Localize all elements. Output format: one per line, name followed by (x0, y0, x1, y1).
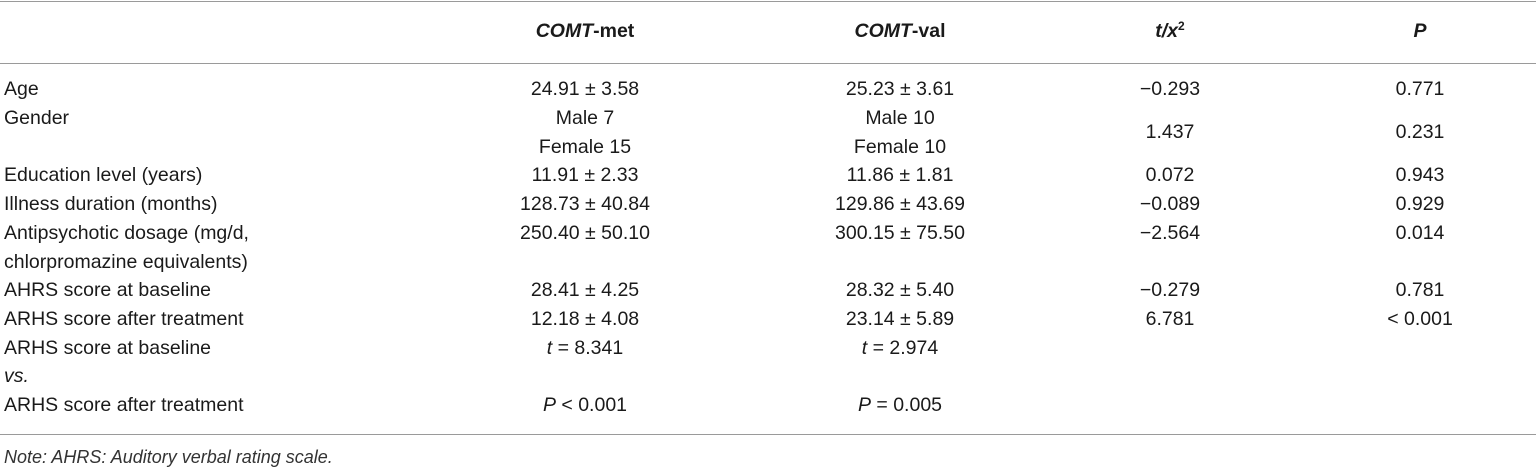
header-p-value: P (1330, 17, 1510, 46)
cell-t-age: −0.293 (1139, 78, 1201, 100)
header-suffix: -val (911, 20, 946, 42)
p-value: < 0.001 (555, 394, 628, 416)
cell-met-arhs-after-treatment: 12.18 ± 4.08 (530, 308, 640, 330)
p-value: = 0.005 (870, 394, 943, 416)
cell-met-illness-duration: 128.73 ± 40.84 (520, 193, 650, 215)
t-value: = 2.974 (867, 337, 939, 359)
cell-t-gender: 1.437 (1145, 121, 1195, 143)
cell-val-gender-male: Male 10 (865, 107, 935, 129)
cell-val-arhs-after-treatment: 23.14 ± 5.89 (845, 308, 955, 330)
row-label-comparison-line3: ARHS score after treatment (4, 394, 244, 416)
top-rule (0, 1, 1536, 2)
row-label-antipsychotic-dosage-line1: Antipsychotic dosage (mg/d, (4, 222, 249, 244)
cell-p-gender: 0.231 (1395, 121, 1445, 143)
cell-met-antipsychotic-dosage: 250.40 ± 50.10 (520, 222, 650, 244)
header-test-statistic: t/x2 (1080, 17, 1260, 46)
header-t-x: t/x (1155, 20, 1179, 42)
row-label-ahrs-baseline: AHRS score at baseline (4, 279, 212, 301)
row-label-comparison-line1: ARHS score at baseline (4, 337, 212, 359)
cell-val-comparison-t: t = 2.974 (750, 334, 1050, 363)
header-p: P (1413, 20, 1427, 42)
cell-met-ahrs-baseline: 28.41 ± 4.25 (530, 279, 640, 301)
cell-val-gender-female: Female 10 (853, 136, 947, 158)
header-gene: COMT (535, 20, 594, 42)
table-note: Note: AHRS: Auditory verbal rating scale… (4, 447, 333, 467)
cell-met-age: 24.91 ± 3.58 (530, 78, 640, 100)
row-label-gender: Gender (4, 107, 70, 129)
row-label-arhs-after-treatment: ARHS score after treatment (4, 308, 244, 330)
cell-met-gender-female: Female 15 (538, 136, 632, 158)
header-gene: COMT (854, 20, 912, 42)
row-label-age: Age (4, 78, 39, 100)
cell-val-age: 25.23 ± 3.61 (845, 78, 955, 100)
cell-val-ahrs-baseline: 28.32 ± 5.40 (845, 279, 955, 301)
cell-p-arhs-after-treatment: < 0.001 (1387, 308, 1453, 330)
bottom-rule (0, 434, 1536, 435)
header-comt-met: COMT-met (435, 17, 735, 46)
row-label-education: Education level (years) (4, 164, 203, 186)
header-sup: 2 (1178, 19, 1185, 33)
cell-t-arhs-after-treatment: 6.781 (1145, 308, 1195, 330)
cell-p-age: 0.771 (1395, 78, 1445, 100)
header-comt-val: COMT-val (750, 17, 1050, 46)
t-symbol: t (861, 337, 868, 359)
cell-p-ahrs-baseline: 0.781 (1395, 279, 1445, 301)
cell-met-gender-male: Male 7 (555, 107, 615, 129)
cell-t-ahrs-baseline: −0.279 (1139, 279, 1201, 301)
cell-p-illness-duration: 0.929 (1395, 193, 1445, 215)
cell-val-antipsychotic-dosage: 300.15 ± 75.50 (835, 222, 965, 244)
header-rule (0, 63, 1536, 64)
p-symbol: P (857, 394, 871, 416)
header-suffix: -met (593, 20, 635, 42)
cell-val-comparison-p: P = 0.005 (750, 391, 1050, 420)
cell-p-education: 0.943 (1395, 164, 1445, 186)
cell-val-illness-duration: 129.86 ± 43.69 (835, 193, 965, 215)
p-symbol: P (542, 394, 556, 416)
cell-met-comparison-p: P < 0.001 (435, 391, 735, 420)
cell-t-illness-duration: −0.089 (1139, 193, 1201, 215)
row-label-illness-duration: Illness duration (months) (4, 193, 218, 215)
row-label-comparison-vs: vs. (4, 365, 29, 387)
t-symbol: t (546, 337, 553, 359)
cell-t-antipsychotic-dosage: −2.564 (1139, 222, 1201, 244)
row-label-antipsychotic-dosage-line2: chlorpromazine equivalents) (4, 251, 248, 273)
cell-met-education: 11.91 ± 2.33 (531, 164, 639, 186)
cell-t-education: 0.072 (1145, 164, 1195, 186)
cell-val-education: 11.86 ± 1.81 (846, 164, 954, 186)
t-value: = 8.341 (552, 337, 624, 359)
cell-met-comparison-t: t = 8.341 (435, 334, 735, 363)
cell-p-antipsychotic-dosage: 0.014 (1395, 222, 1445, 244)
